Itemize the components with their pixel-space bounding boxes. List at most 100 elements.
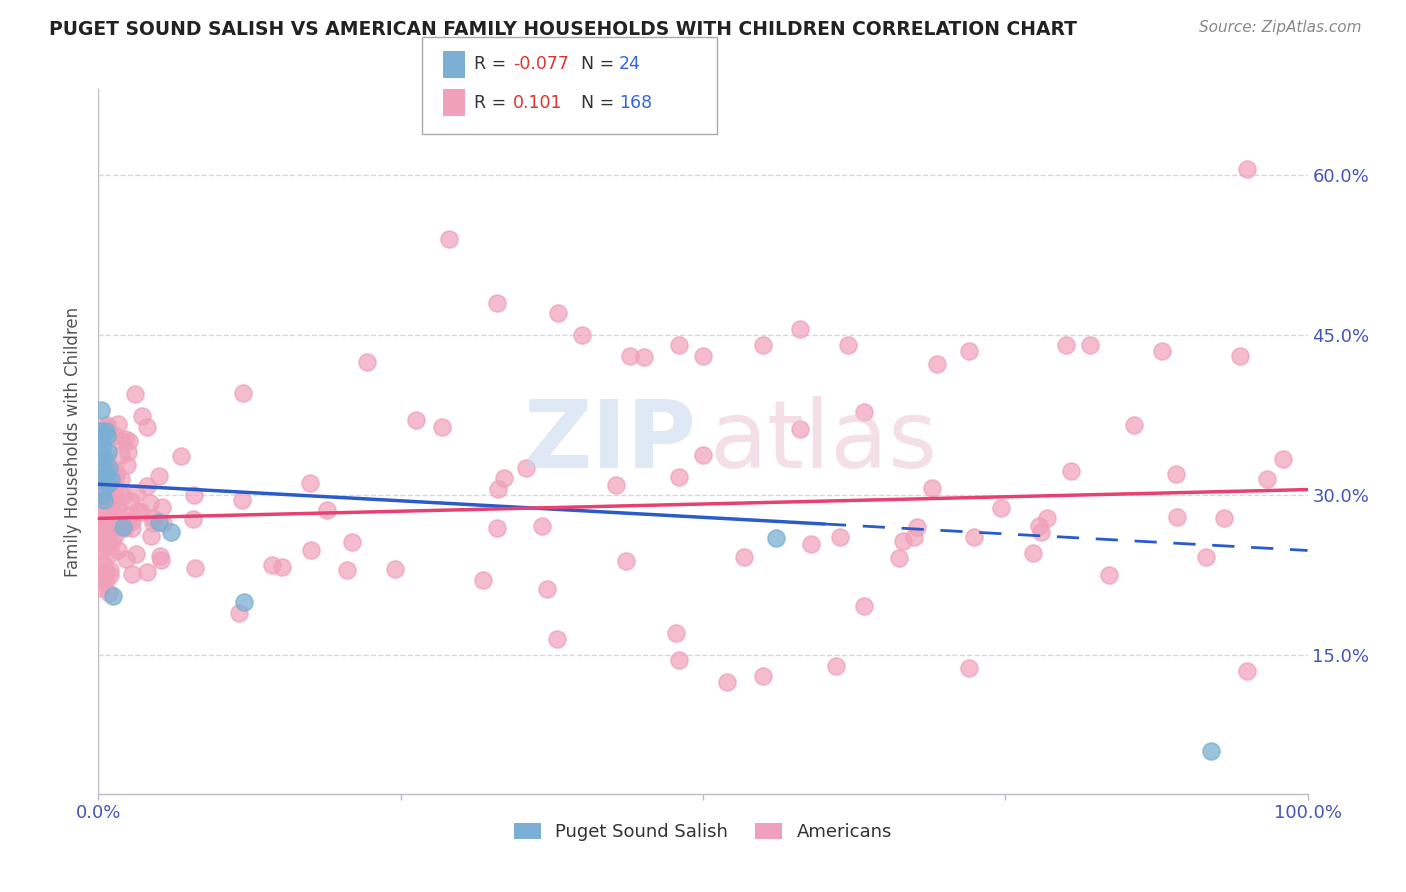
- Point: [494, 471, 516, 485]
- Point: [100, 493, 122, 508]
- Point: [93, 518, 115, 533]
- Point: [837, 338, 859, 352]
- Point: [486, 521, 509, 535]
- Point: [430, 419, 453, 434]
- Point: [104, 427, 127, 442]
- Point: [1054, 338, 1077, 352]
- Point: [114, 432, 136, 446]
- Point: [90, 566, 112, 580]
- Point: [114, 521, 136, 535]
- Point: [105, 496, 128, 510]
- Point: [1028, 519, 1050, 533]
- Point: [231, 492, 253, 507]
- Point: [117, 514, 139, 528]
- Point: [118, 434, 141, 449]
- Point: [148, 515, 170, 529]
- Point: [104, 466, 127, 480]
- Point: [107, 543, 129, 558]
- Point: [90, 566, 112, 580]
- Point: [142, 511, 165, 525]
- Point: [91, 574, 114, 589]
- Point: [91, 461, 114, 475]
- Text: R =: R =: [474, 94, 506, 112]
- Point: [98, 499, 121, 513]
- Point: [94, 467, 117, 482]
- Point: [100, 485, 122, 500]
- Point: [118, 508, 141, 522]
- Point: [1022, 546, 1045, 560]
- Point: [692, 449, 714, 463]
- Point: [136, 419, 159, 434]
- Point: [96, 509, 118, 524]
- Point: [100, 472, 122, 486]
- Point: [1256, 472, 1278, 486]
- Point: [90, 491, 112, 506]
- Point: [96, 421, 118, 435]
- Point: [103, 486, 125, 500]
- Point: [98, 586, 121, 600]
- Point: [97, 477, 120, 491]
- Point: [903, 529, 925, 543]
- Point: [891, 534, 914, 549]
- Point: [96, 504, 118, 518]
- Point: [98, 483, 121, 497]
- Point: [107, 417, 129, 432]
- Point: [89, 523, 111, 537]
- Point: [184, 560, 207, 574]
- Point: [1078, 338, 1101, 352]
- Point: [110, 448, 132, 462]
- Point: [90, 472, 112, 486]
- Point: [110, 472, 132, 486]
- Point: [97, 534, 120, 549]
- Point: [486, 482, 509, 496]
- Point: [752, 669, 775, 683]
- Point: [100, 546, 122, 560]
- Point: [536, 582, 558, 596]
- Point: [405, 412, 427, 426]
- Point: [152, 500, 174, 514]
- Point: [1152, 343, 1174, 358]
- Point: [1122, 418, 1144, 433]
- Point: [1098, 567, 1121, 582]
- Point: [336, 563, 359, 577]
- Point: [160, 525, 183, 540]
- Point: [852, 405, 875, 419]
- Point: [91, 429, 114, 443]
- Point: [101, 590, 124, 604]
- Text: N =: N =: [581, 55, 614, 73]
- Point: [752, 338, 775, 352]
- Text: 24: 24: [619, 55, 641, 73]
- Point: [135, 565, 157, 579]
- Point: [100, 486, 122, 500]
- Text: Source: ZipAtlas.com: Source: ZipAtlas.com: [1198, 20, 1361, 35]
- Point: [148, 549, 170, 563]
- Y-axis label: Family Households with Children: Family Households with Children: [63, 307, 82, 576]
- Point: [547, 306, 569, 320]
- Point: [93, 523, 115, 537]
- Point: [472, 573, 495, 587]
- Point: [437, 232, 460, 246]
- Point: [93, 493, 115, 508]
- Point: [138, 495, 160, 509]
- Point: [89, 486, 111, 500]
- Point: [90, 445, 112, 459]
- Point: [1036, 511, 1059, 525]
- Point: [89, 489, 111, 503]
- Point: [89, 515, 111, 529]
- Point: [668, 338, 690, 352]
- Point: [131, 409, 153, 423]
- Point: [356, 355, 378, 369]
- Point: [112, 489, 135, 503]
- Point: [94, 475, 117, 489]
- Point: [889, 551, 911, 566]
- Point: [94, 467, 117, 481]
- Point: [765, 531, 787, 545]
- Point: [789, 322, 811, 336]
- Point: [105, 515, 128, 529]
- Point: [104, 508, 127, 522]
- Point: [117, 445, 139, 459]
- Point: [384, 562, 406, 576]
- Point: [136, 478, 159, 492]
- Point: [183, 512, 205, 526]
- Point: [148, 468, 170, 483]
